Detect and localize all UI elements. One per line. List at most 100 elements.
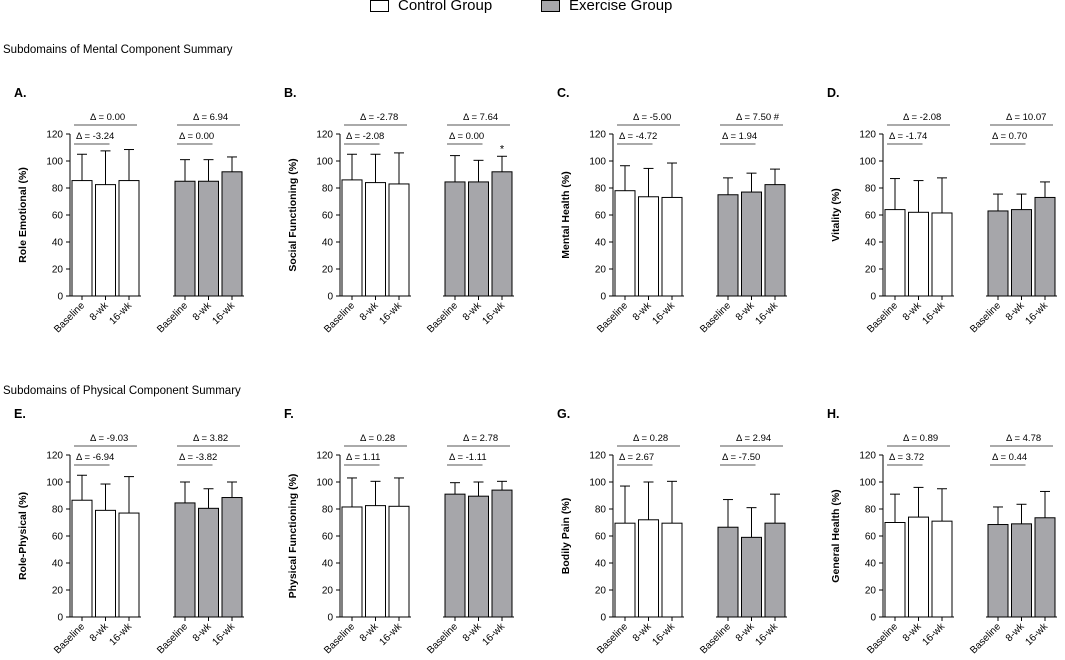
y-tick-label: 100 xyxy=(46,157,63,168)
legend: Control Group Exercise Group xyxy=(0,0,1065,16)
x-tick-label: Baseline xyxy=(698,300,733,335)
y-tick-label: 120 xyxy=(46,451,63,462)
y-tick-label: 0 xyxy=(327,292,333,303)
bar-exercise-baseline xyxy=(444,181,466,297)
chart-panel-g: G. Bodily Pain (%) 0 20 40 60 80 100 120 Baseline… xyxy=(557,407,787,656)
x-tick-label: Baseline xyxy=(322,300,357,335)
y-tick-label: 80 xyxy=(865,184,877,195)
y-tick-label: 40 xyxy=(52,238,64,249)
bar-control-baseline xyxy=(341,506,363,618)
y-tick-label: 0 xyxy=(600,613,606,624)
x-tick-label: Baseline xyxy=(595,621,630,656)
bar-control-16-wk xyxy=(118,512,140,618)
y-tick-label: 0 xyxy=(870,292,876,303)
x-tick-label: 16-wk xyxy=(1023,621,1050,648)
y-tick-label: 120 xyxy=(316,130,333,141)
bar-control-8-wk xyxy=(638,196,659,297)
bar-exercise-baseline xyxy=(717,194,739,297)
y-tick-label: 0 xyxy=(600,292,606,303)
y-tick-label: 80 xyxy=(52,505,64,516)
y-tick-label: 100 xyxy=(589,478,606,489)
delta-label-lower-exercise: Δ = -1.11 xyxy=(449,452,487,463)
bar-exercise-16-wk xyxy=(491,171,513,297)
y-tick-label: 100 xyxy=(859,157,876,168)
bar-exercise-8-wk xyxy=(741,191,762,297)
bar-exercise-baseline xyxy=(987,524,1009,618)
bar-exercise-baseline xyxy=(987,210,1009,297)
x-tick-label: Baseline xyxy=(865,300,900,335)
y-tick-label: 120 xyxy=(589,451,606,462)
panel-label: G. xyxy=(557,407,570,421)
delta-label-upper-exercise: Δ = 2.78 xyxy=(463,433,498,444)
x-tick-label: Baseline xyxy=(595,300,630,335)
y-axis-title: Vitality (%) xyxy=(830,188,842,241)
x-tick-label: 16-wk xyxy=(210,300,237,327)
bar-control-8-wk xyxy=(95,509,116,618)
y-tick-label: 20 xyxy=(322,265,334,276)
delta-label-upper-exercise: Δ = 6.94 xyxy=(193,112,228,123)
y-tick-label: 60 xyxy=(865,211,877,222)
y-tick-label: 120 xyxy=(46,130,63,141)
y-tick-label: 20 xyxy=(595,586,607,597)
y-tick-label: 20 xyxy=(52,586,64,597)
x-tick-label: 16-wk xyxy=(650,621,677,648)
chart-panel-b: B. Social Functioning (%) 0 20 40 60 80 100 120 B… xyxy=(284,86,514,335)
delta-label-lower-control: Δ = -2.08 xyxy=(346,131,384,142)
delta-label-lower-exercise: Δ = 0.00 xyxy=(449,131,484,142)
chart-panel-c: C. Mental Health (%) 0 20 40 60 80 100 120 Baseli… xyxy=(557,86,787,335)
delta-label-upper-control: Δ = 0.28 xyxy=(360,433,395,444)
chart-panel-f: F. Physical Functioning (%) 0 20 40 60 80 100 12… xyxy=(284,407,514,656)
x-tick-label: Baseline xyxy=(322,621,357,656)
delta-label-lower-control: Δ = 1.11 xyxy=(346,452,380,463)
x-tick-label: Baseline xyxy=(698,621,733,656)
x-tick-label: Baseline xyxy=(52,621,87,656)
delta-label-upper-control: Δ = 0.89 xyxy=(903,433,938,444)
bar-control-baseline xyxy=(71,180,93,297)
x-tick-label: Baseline xyxy=(968,300,1003,335)
bar-control-baseline xyxy=(884,209,906,297)
y-tick-label: 40 xyxy=(322,559,334,570)
delta-label-upper-control: Δ = 0.28 xyxy=(633,433,668,444)
delta-label-lower-exercise: Δ = -7.50 xyxy=(722,452,760,463)
delta-label-lower-exercise: Δ = 0.70 xyxy=(992,131,1027,142)
bar-control-baseline xyxy=(614,522,636,618)
y-tick-label: 60 xyxy=(322,532,334,543)
delta-label-lower-exercise: Δ = -3.82 xyxy=(179,452,217,463)
x-tick-label: 16-wk xyxy=(1023,300,1050,327)
y-tick-label: 20 xyxy=(595,265,607,276)
x-tick-label: 16-wk xyxy=(210,621,237,648)
y-tick-label: 80 xyxy=(322,184,334,195)
bar-control-baseline xyxy=(614,190,636,297)
y-tick-label: 60 xyxy=(52,211,64,222)
delta-label-upper-control: Δ = -5.00 xyxy=(633,112,671,123)
bar-control-8-wk xyxy=(95,184,116,297)
delta-label-lower-exercise: Δ = 1.94 xyxy=(722,131,757,142)
bar-exercise-8-wk xyxy=(1011,209,1032,297)
delta-label-lower-control: Δ = -3.24 xyxy=(76,131,114,142)
x-tick-label: 16-wk xyxy=(650,300,677,327)
y-tick-label: 60 xyxy=(52,532,64,543)
bar-control-baseline xyxy=(884,522,906,618)
y-tick-label: 80 xyxy=(595,505,607,516)
x-tick-label: 16-wk xyxy=(753,300,780,327)
bar-exercise-baseline xyxy=(717,526,739,618)
bar-exercise-16-wk xyxy=(1034,517,1056,618)
y-tick-label: 40 xyxy=(52,559,64,570)
bar-control-16-wk xyxy=(388,183,410,297)
bar-exercise-8-wk xyxy=(198,507,219,618)
x-tick-label: 16-wk xyxy=(920,300,947,327)
y-tick-label: 80 xyxy=(865,505,877,516)
delta-label-lower-control: Δ = 3.72 xyxy=(889,452,924,463)
y-tick-label: 0 xyxy=(870,613,876,624)
y-tick-label: 60 xyxy=(322,211,334,222)
delta-label-upper-exercise: Δ = 7.50 # xyxy=(736,112,780,123)
panel-label: F. xyxy=(284,407,294,421)
y-tick-label: 0 xyxy=(57,292,63,303)
bar-exercise-baseline xyxy=(444,493,466,618)
x-tick-label: Baseline xyxy=(155,300,190,335)
bar-control-16-wk xyxy=(388,505,410,618)
panel-label: D. xyxy=(827,86,840,100)
bar-control-16-wk xyxy=(661,196,683,297)
x-tick-label: Baseline xyxy=(155,621,190,656)
y-tick-label: 40 xyxy=(865,559,877,570)
